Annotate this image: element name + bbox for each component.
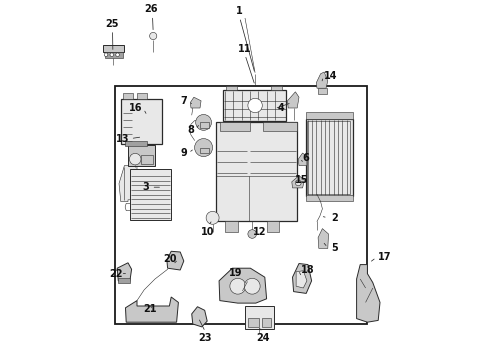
Bar (318, 88, 327, 94)
Circle shape (245, 278, 260, 294)
Polygon shape (119, 166, 137, 202)
Circle shape (195, 139, 213, 157)
Bar (125, 141, 147, 146)
Text: 7: 7 (181, 96, 187, 106)
Circle shape (110, 53, 114, 57)
Text: 23: 23 (198, 333, 212, 343)
Text: 8: 8 (188, 125, 195, 135)
Bar (271, 86, 282, 90)
Text: 4: 4 (277, 103, 284, 113)
Bar (200, 122, 209, 128)
Bar (306, 119, 353, 196)
Bar (267, 221, 279, 232)
Text: 24: 24 (256, 333, 270, 343)
Text: 12: 12 (253, 227, 266, 237)
Text: 22: 22 (109, 269, 122, 279)
Text: 2: 2 (331, 213, 338, 223)
Circle shape (129, 153, 141, 165)
Circle shape (248, 230, 257, 238)
Bar (104, 52, 122, 58)
Polygon shape (292, 176, 304, 188)
Bar (220, 122, 250, 131)
Circle shape (196, 114, 212, 130)
Bar (245, 306, 274, 329)
Text: 18: 18 (301, 265, 315, 275)
Bar (306, 195, 353, 201)
Polygon shape (190, 97, 201, 108)
Polygon shape (357, 265, 380, 322)
Bar (262, 318, 271, 327)
Bar (118, 278, 130, 283)
Text: 26: 26 (145, 4, 158, 14)
Polygon shape (117, 263, 132, 282)
Circle shape (104, 53, 108, 57)
Polygon shape (318, 229, 328, 248)
Bar (248, 318, 259, 327)
Bar (141, 155, 153, 164)
Text: 14: 14 (324, 71, 338, 81)
Bar (225, 221, 238, 232)
Bar (103, 45, 124, 52)
Polygon shape (288, 92, 299, 108)
Polygon shape (192, 307, 207, 327)
Text: 9: 9 (181, 148, 187, 158)
Circle shape (295, 180, 301, 186)
Text: 25: 25 (105, 19, 119, 29)
Bar (307, 121, 350, 194)
Circle shape (248, 98, 262, 113)
Polygon shape (293, 264, 312, 293)
Polygon shape (316, 72, 328, 88)
Text: 6: 6 (303, 153, 309, 163)
Text: 15: 15 (295, 175, 309, 185)
Bar (223, 90, 286, 121)
Circle shape (206, 211, 219, 224)
Text: 11: 11 (238, 44, 252, 54)
Text: 5: 5 (331, 243, 338, 253)
Bar (137, 93, 147, 99)
Circle shape (230, 278, 245, 294)
Bar (226, 86, 237, 90)
Bar (200, 148, 209, 153)
Bar (123, 93, 133, 99)
Text: 21: 21 (143, 304, 156, 314)
Polygon shape (167, 251, 184, 270)
Text: 17: 17 (378, 252, 392, 262)
Circle shape (116, 53, 120, 57)
Bar (306, 112, 353, 119)
Bar (130, 169, 171, 220)
Text: 16: 16 (129, 103, 143, 113)
Polygon shape (219, 268, 267, 303)
Polygon shape (298, 153, 307, 166)
Text: 3: 3 (143, 182, 149, 192)
Polygon shape (125, 297, 178, 322)
Polygon shape (296, 271, 307, 288)
Text: 19: 19 (229, 268, 243, 278)
Bar (128, 145, 155, 166)
Bar (216, 122, 297, 221)
Text: 13: 13 (116, 134, 130, 144)
Text: 1: 1 (236, 6, 243, 16)
Bar (263, 122, 297, 131)
Circle shape (149, 32, 157, 40)
Bar (121, 99, 162, 144)
Text: 10: 10 (200, 227, 214, 237)
Text: 20: 20 (163, 254, 176, 264)
Bar (116, 86, 368, 324)
